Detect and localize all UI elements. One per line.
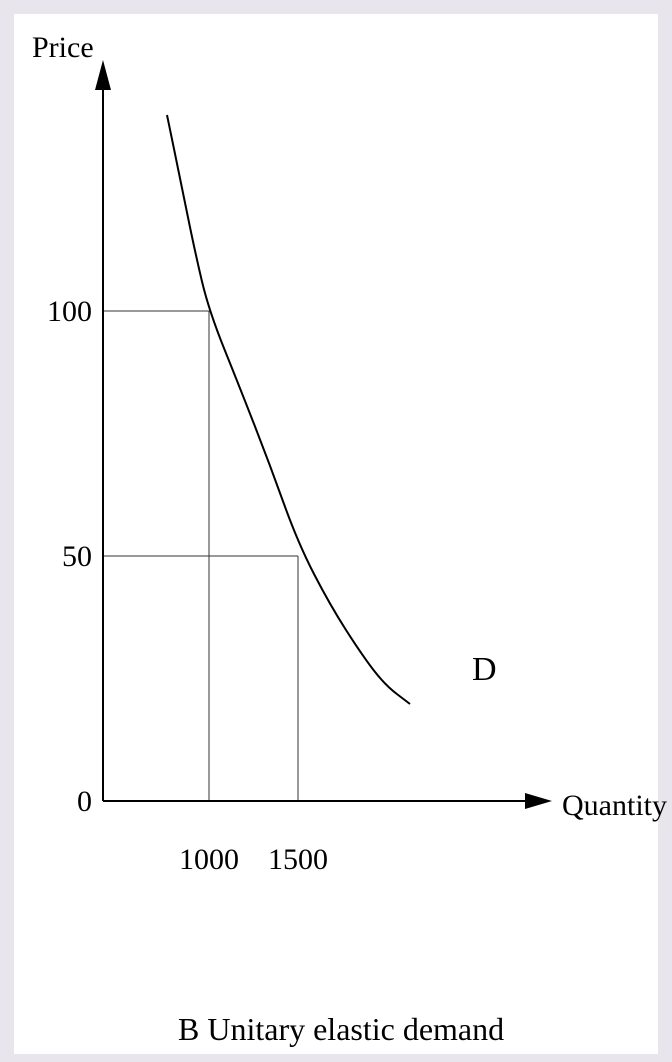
chart-caption: B Unitary elastic demand (178, 1011, 504, 1047)
x-axis-title: Quantity (562, 789, 667, 822)
y-axis-arrow (95, 60, 111, 90)
series-label-d: D (472, 651, 497, 688)
x-tick-label-1000: 1000 (179, 843, 239, 876)
y-tick-label-100: 100 (47, 295, 92, 328)
x-tick-label-1500: 1500 (268, 843, 328, 876)
y-tick-label-50: 50 (62, 540, 92, 573)
demand-curve-d (166, 114, 411, 705)
y-axis-title: Price (32, 31, 94, 64)
chart-frame (14, 14, 658, 1054)
x-axis-arrow (525, 793, 552, 809)
y-tick-label-0: 0 (77, 785, 92, 818)
